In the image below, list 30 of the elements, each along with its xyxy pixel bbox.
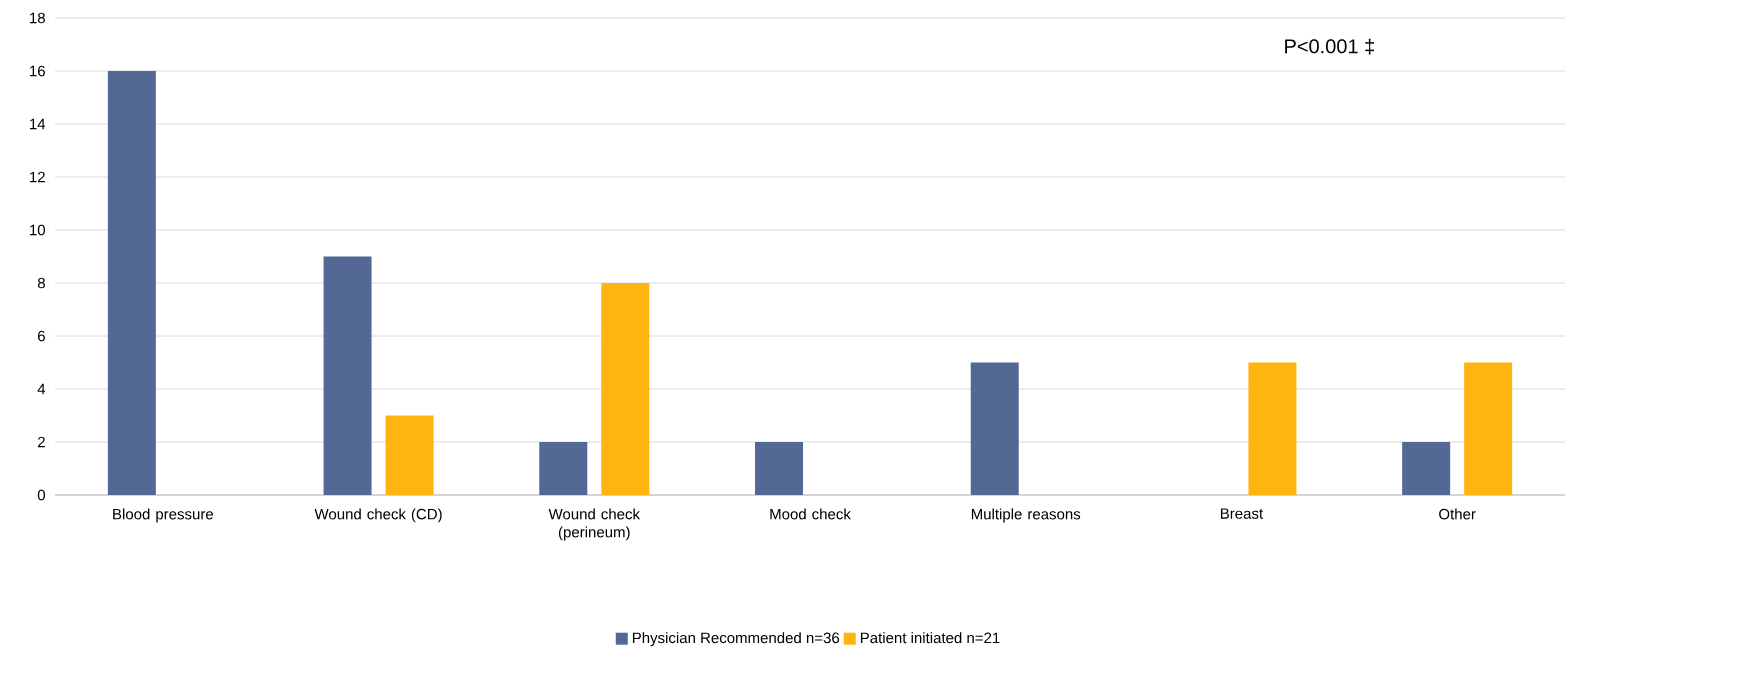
bar (107, 71, 156, 495)
y-tick-label: 2 (38, 436, 45, 448)
annotation: P<0.001 ‡ (1285, 38, 1374, 55)
bar (539, 442, 588, 495)
x-tick-label: Blood pressure (113, 508, 214, 523)
y-tick-label: 0 (37, 489, 46, 501)
y-tick-label: 14 (30, 118, 46, 130)
y-tick-label: 16 (30, 65, 45, 77)
x-tick-label: Breast (1220, 508, 1263, 519)
legend-label: Physician Recommended n=36 (632, 632, 840, 647)
bar (601, 283, 650, 495)
y-tick-label: 4 (37, 383, 46, 395)
bar (1464, 362, 1513, 495)
bar (385, 415, 434, 495)
x-tick-label: Mood check (770, 508, 851, 520)
x-tick-label: Multiple reasons (971, 508, 1081, 523)
x-tick-label: Wound check (perineum) (548, 508, 641, 541)
bar (755, 442, 804, 495)
legend-label: Patient initiated n=21 (860, 632, 1000, 644)
bar (1402, 442, 1451, 495)
bar (323, 256, 372, 495)
x-tick-label: Other (1439, 508, 1476, 520)
y-tick-label: 10 (30, 224, 46, 236)
bar (1248, 362, 1297, 495)
x-tick-label: Wound check (CD) (314, 508, 442, 523)
y-tick-label: 12 (30, 171, 45, 183)
y-tick-label: 8 (37, 277, 45, 289)
y-tick-label: 18 (30, 12, 45, 24)
bar (970, 362, 1019, 495)
y-tick-label: 6 (38, 330, 45, 342)
